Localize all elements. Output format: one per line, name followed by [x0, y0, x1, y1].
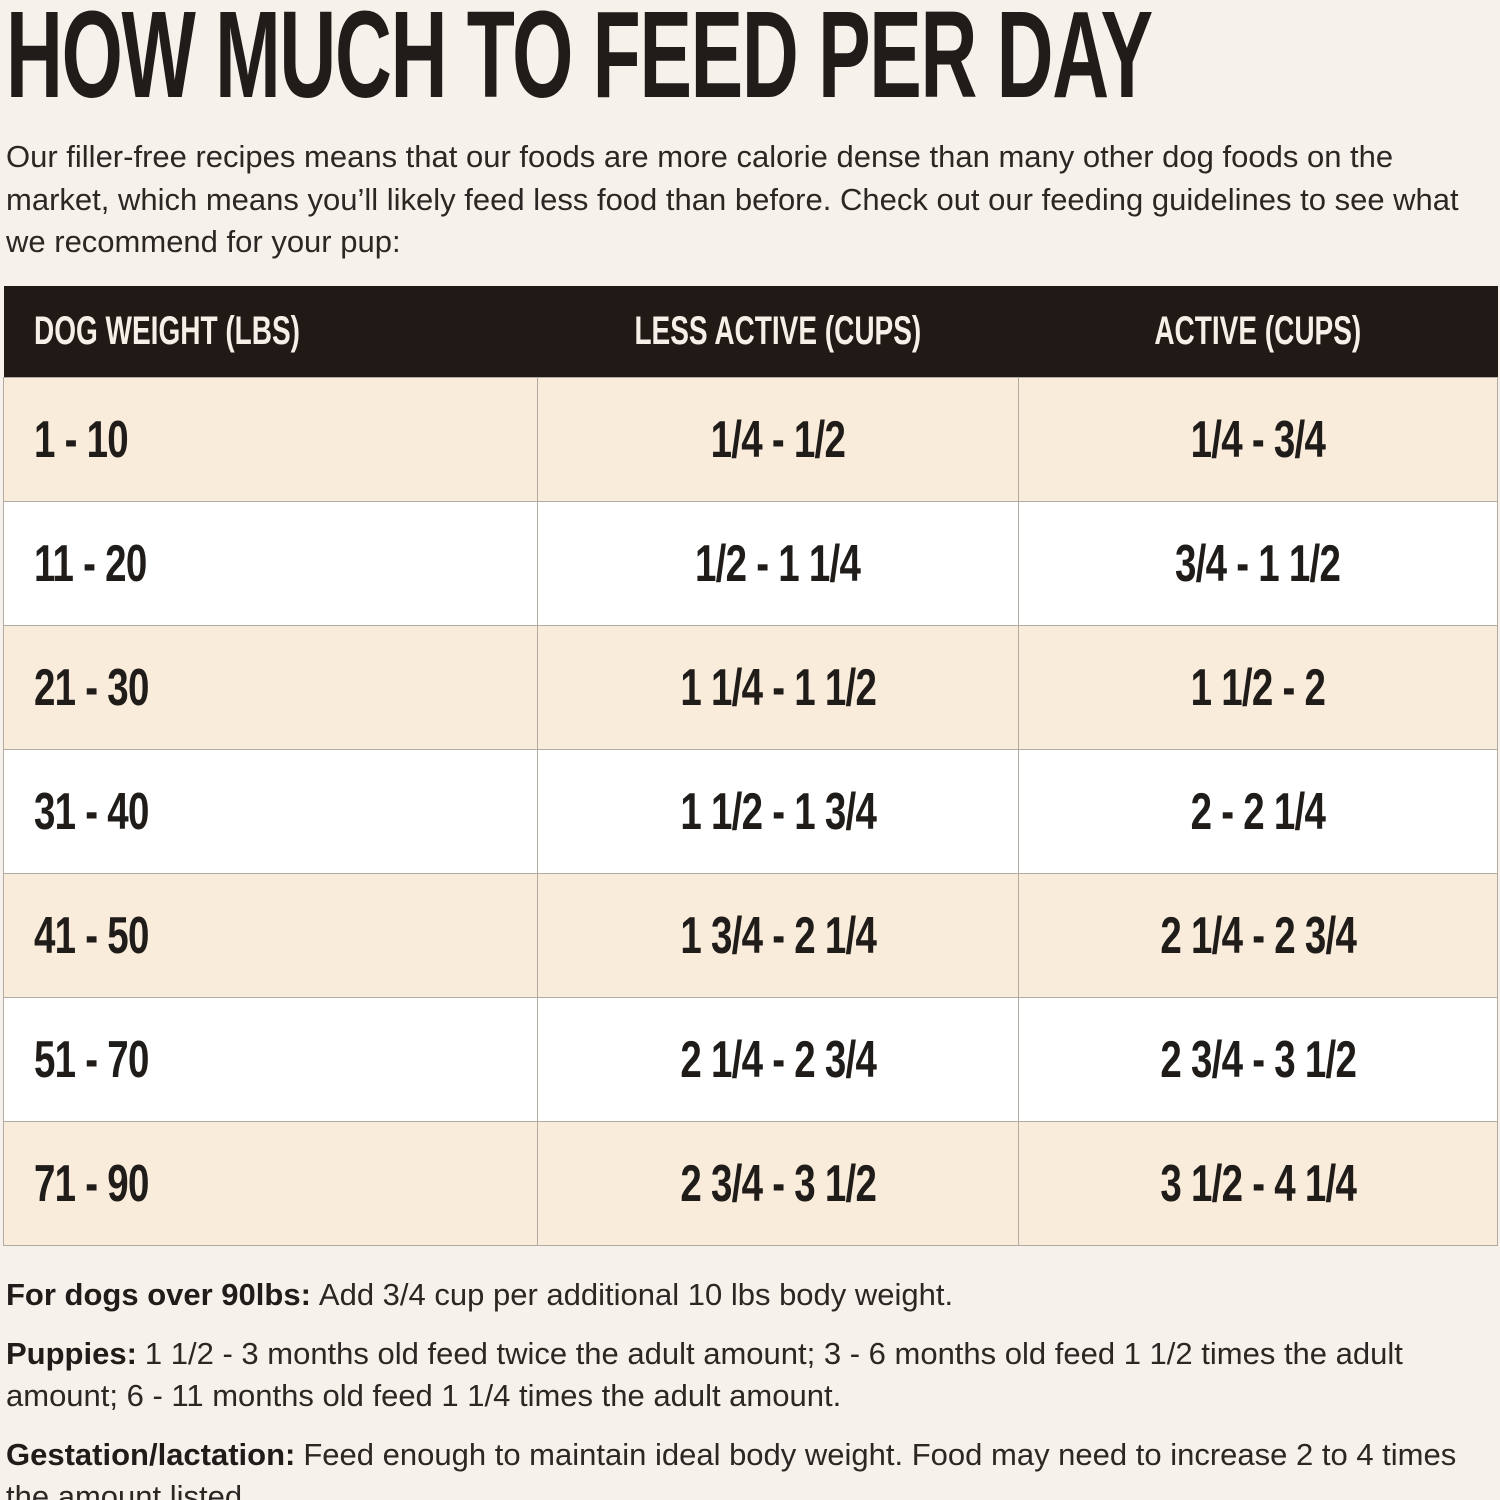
feeding-table-header: DOG WEIGHT (LBS) LESS ACTIVE (CUPS) ACTI… [3, 285, 1498, 378]
note-gestation-label: Gestation/lactation: [6, 1437, 296, 1472]
less-active-cell: 1 3/4 - 2 1/4 [537, 873, 1019, 998]
feeding-table-body: 1 - 10 1/4 - 1/2 1/4 - 3/4 11 - 20 1/2 -… [3, 377, 1498, 1246]
less-active-value: 1/4 - 1/2 [710, 410, 846, 469]
weight-value: 71 - 90 [34, 1154, 149, 1213]
less-active-value: 2 3/4 - 3 1/2 [680, 1154, 876, 1213]
column-header-active-label: ACTIVE (CUPS) [1154, 308, 1362, 353]
weight-cell: 21 - 30 [3, 625, 538, 750]
feeding-table: DOG WEIGHT (LBS) LESS ACTIVE (CUPS) ACTI… [3, 285, 1498, 1246]
less-active-cell: 2 1/4 - 2 3/4 [537, 997, 1019, 1122]
weight-cell: 11 - 20 [3, 501, 538, 626]
active-value: 2 1/4 - 2 3/4 [1160, 906, 1356, 965]
active-value: 3/4 - 1 1/2 [1175, 534, 1341, 593]
less-active-cell: 1/2 - 1 1/4 [537, 501, 1019, 626]
less-active-cell: 2 3/4 - 3 1/2 [537, 1121, 1019, 1246]
weight-cell: 1 - 10 [3, 377, 538, 502]
less-active-value: 1 1/2 - 1 3/4 [680, 782, 876, 841]
active-cell: 2 1/4 - 2 3/4 [1018, 873, 1498, 998]
active-value: 2 3/4 - 3 1/2 [1160, 1030, 1356, 1089]
less-active-value: 2 1/4 - 2 3/4 [680, 1030, 876, 1089]
weight-value: 51 - 70 [34, 1030, 149, 1089]
weight-value: 41 - 50 [34, 906, 149, 965]
less-active-value: 1 3/4 - 2 1/4 [680, 906, 876, 965]
active-value: 1 1/2 - 2 [1190, 658, 1326, 717]
less-active-cell: 1 1/2 - 1 3/4 [537, 749, 1019, 874]
note-over-90lbs: For dogs over 90lbs: Add 3/4 cup per addi… [6, 1274, 1488, 1316]
note-puppies-label: Puppies: [6, 1336, 137, 1371]
table-row: 31 - 40 1 1/2 - 1 3/4 2 - 2 1/4 [3, 749, 1498, 874]
weight-cell: 41 - 50 [3, 873, 538, 998]
weight-cell: 71 - 90 [3, 1121, 538, 1246]
note-puppies: Puppies: 1 1/2 - 3 months old feed twice … [6, 1333, 1488, 1417]
table-row: 51 - 70 2 1/4 - 2 3/4 2 3/4 - 3 1/2 [3, 997, 1498, 1122]
table-row: 71 - 90 2 3/4 - 3 1/2 3 1/2 - 4 1/4 [3, 1121, 1498, 1246]
weight-cell: 31 - 40 [3, 749, 538, 874]
table-row: 1 - 10 1/4 - 1/2 1/4 - 3/4 [3, 377, 1498, 502]
column-header-dog-weight-label: DOG WEIGHT (LBS) [33, 308, 300, 353]
note-gestation: Gestation/lactation: Feed enough to maint… [6, 1434, 1488, 1500]
table-row: 41 - 50 1 3/4 - 2 1/4 2 1/4 - 2 3/4 [3, 873, 1498, 998]
weight-value: 11 - 20 [34, 534, 147, 593]
header-row: DOG WEIGHT (LBS) LESS ACTIVE (CUPS) ACTI… [3, 285, 1498, 378]
intro-paragraph: Our filler-free recipes means that our f… [6, 139, 1459, 259]
table-row: 11 - 20 1/2 - 1 1/4 3/4 - 1 1/2 [3, 501, 1498, 626]
column-header-less-active: LESS ACTIVE (CUPS) [537, 285, 1019, 378]
page-title-text: HOW MUCH TO FEED PER DAY [6, 0, 1153, 124]
active-value: 1/4 - 3/4 [1190, 410, 1326, 469]
active-cell: 1/4 - 3/4 [1018, 377, 1498, 502]
page-title: HOW MUCH TO FEED PER DAY [6, 0, 1500, 124]
column-header-active: ACTIVE (CUPS) [1018, 285, 1498, 378]
note-puppies-text: 1 1/2 - 3 months old feed twice the adul… [6, 1336, 1403, 1413]
footnotes: For dogs over 90lbs: Add 3/4 cup per addi… [6, 1274, 1488, 1500]
less-active-value: 1 1/4 - 1 1/2 [680, 658, 876, 717]
active-cell: 1 1/2 - 2 [1018, 625, 1498, 750]
active-value: 2 - 2 1/4 [1190, 782, 1326, 841]
weight-value: 31 - 40 [34, 782, 149, 841]
column-header-dog-weight: DOG WEIGHT (LBS) [3, 285, 538, 378]
note-over-90lbs-label: For dogs over 90lbs: [6, 1277, 311, 1312]
less-active-cell: 1/4 - 1/2 [537, 377, 1019, 502]
active-cell: 3/4 - 1 1/2 [1018, 501, 1498, 626]
active-cell: 2 - 2 1/4 [1018, 749, 1498, 874]
active-value: 3 1/2 - 4 1/4 [1160, 1154, 1356, 1213]
less-active-value: 1/2 - 1 1/4 [695, 534, 861, 593]
active-cell: 2 3/4 - 3 1/2 [1018, 997, 1498, 1122]
table-row: 21 - 30 1 1/4 - 1 1/2 1 1/2 - 2 [3, 625, 1498, 750]
weight-value: 21 - 30 [34, 658, 149, 717]
note-gestation-text: Feed enough to maintain ideal body weigh… [6, 1437, 1457, 1500]
weight-value: 1 - 10 [34, 410, 129, 469]
column-header-less-active-label: LESS ACTIVE (CUPS) [634, 308, 922, 353]
note-over-90lbs-text: Add 3/4 cup per additional 10 lbs body w… [318, 1277, 954, 1312]
weight-cell: 51 - 70 [3, 997, 538, 1122]
active-cell: 3 1/2 - 4 1/4 [1018, 1121, 1498, 1246]
less-active-cell: 1 1/4 - 1 1/2 [537, 625, 1019, 750]
